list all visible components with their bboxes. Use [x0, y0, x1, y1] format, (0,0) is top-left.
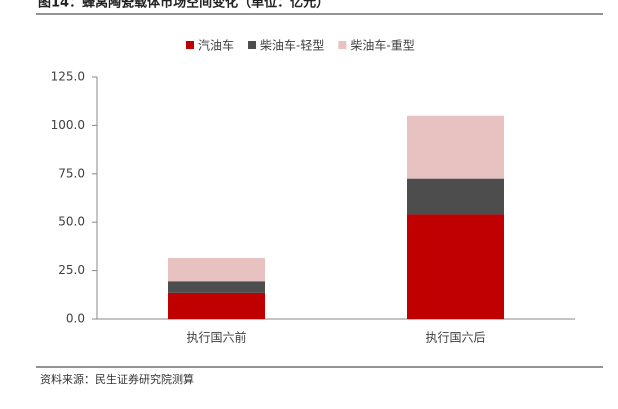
y-tick-label: 0.0: [66, 312, 85, 326]
bar-segment: [168, 292, 265, 319]
legend-swatch: [186, 41, 194, 49]
bar-segment: [407, 178, 504, 215]
legend-label: 柴油车-轻型: [260, 38, 324, 53]
y-tick-label: 125.0: [51, 70, 85, 84]
legend-label: 柴油车-重型: [350, 38, 414, 53]
bar-segment: [407, 115, 504, 179]
source: 资料来源：民生证券研究院测算: [40, 372, 194, 386]
y-tick-label: 100.0: [51, 118, 85, 132]
bar-segment: [407, 214, 504, 319]
y-tick-label: 75.0: [58, 166, 85, 180]
legend-label: 汽油车: [198, 38, 234, 53]
legend-swatch: [248, 41, 257, 49]
bar-segment: [168, 258, 265, 282]
legend-swatch: [338, 41, 347, 49]
y-tick-label: 50.0: [58, 215, 85, 229]
x-tick-label: 执行国六前: [186, 330, 246, 345]
y-tick-label: 25.0: [58, 263, 85, 277]
bar-segment: [168, 281, 265, 293]
x-tick-label: 执行国六后: [425, 331, 485, 345]
chart-title: 图14：蜂窝陶瓷载体市场空间变化（单位：亿元）: [38, 0, 329, 11]
